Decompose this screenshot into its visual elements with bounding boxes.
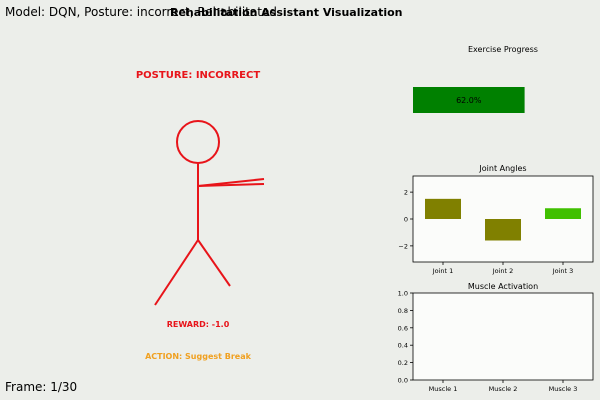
muscle-activation-ytick-label: 0.2 [398, 359, 408, 367]
progress-title: Exercise Progress [468, 45, 538, 54]
figure-head [176, 120, 220, 164]
figure-left-leg [154, 239, 199, 306]
muscle-activation-title: Muscle Activation [468, 282, 538, 291]
muscle-activation-ytick-label: 0.4 [398, 342, 408, 350]
frame-counter: Frame: 1/30 [5, 380, 78, 394]
reward-label: REWARD: -1.0 [167, 320, 230, 329]
posture-label: POSTURE: INCORRECT [136, 70, 260, 81]
muscle-activation-ytick-label: 0.8 [398, 307, 408, 315]
joint-angles-bar [425, 198, 461, 219]
figure-right-leg [197, 239, 231, 287]
muscle-activation-xtick-label: Muscle 3 [549, 385, 578, 393]
figure-lower-arm [197, 183, 265, 187]
joint-angles-chart: Joint Angles −2 0 2 Joint 1 Joint 2 Joint 3 [398, 164, 594, 275]
muscle-activation-plot-area [412, 292, 594, 381]
joint-angles-ytick-label: 2 [404, 189, 408, 197]
muscle-activation-ytick-label: 1.0 [398, 290, 408, 298]
muscle-activation-ytick-label: 0.0 [398, 377, 408, 385]
stick-figure [154, 120, 265, 306]
muscle-activation-xtick-label: Muscle 1 [429, 385, 458, 393]
muscle-activation-xtick-label: Muscle 2 [489, 385, 518, 393]
exercise-progress-chart: Exercise Progress 62.0% [413, 45, 538, 113]
muscle-activation-ytick-label: 0.6 [398, 324, 408, 332]
model-info-text: Model: DQN, Posture: incorrect, Rehabili… [5, 5, 277, 19]
joint-angles-title: Joint Angles [478, 164, 526, 173]
joint-angles-xtick-label: Joint 1 [432, 267, 454, 275]
joint-angles-bar [545, 208, 581, 219]
joint-angles-ytick-label: −2 [398, 242, 408, 250]
joint-angles-xtick-label: Joint 3 [552, 267, 574, 275]
joint-angles-xtick-label: Joint 2 [492, 267, 514, 275]
main-title: Rehabilitation Assistant Visualization [170, 6, 403, 19]
muscle-activation-chart: Muscle Activation 0.0 0.2 0.4 0.6 0.8 1.0 Musc… [398, 282, 594, 393]
joint-angles-bar [485, 219, 521, 241]
progress-bar [413, 87, 525, 113]
joint-angles-ytick-label: 0 [404, 216, 408, 224]
progress-label: 62.0% [456, 96, 482, 105]
action-label: ACTION: Suggest Break [145, 352, 252, 361]
